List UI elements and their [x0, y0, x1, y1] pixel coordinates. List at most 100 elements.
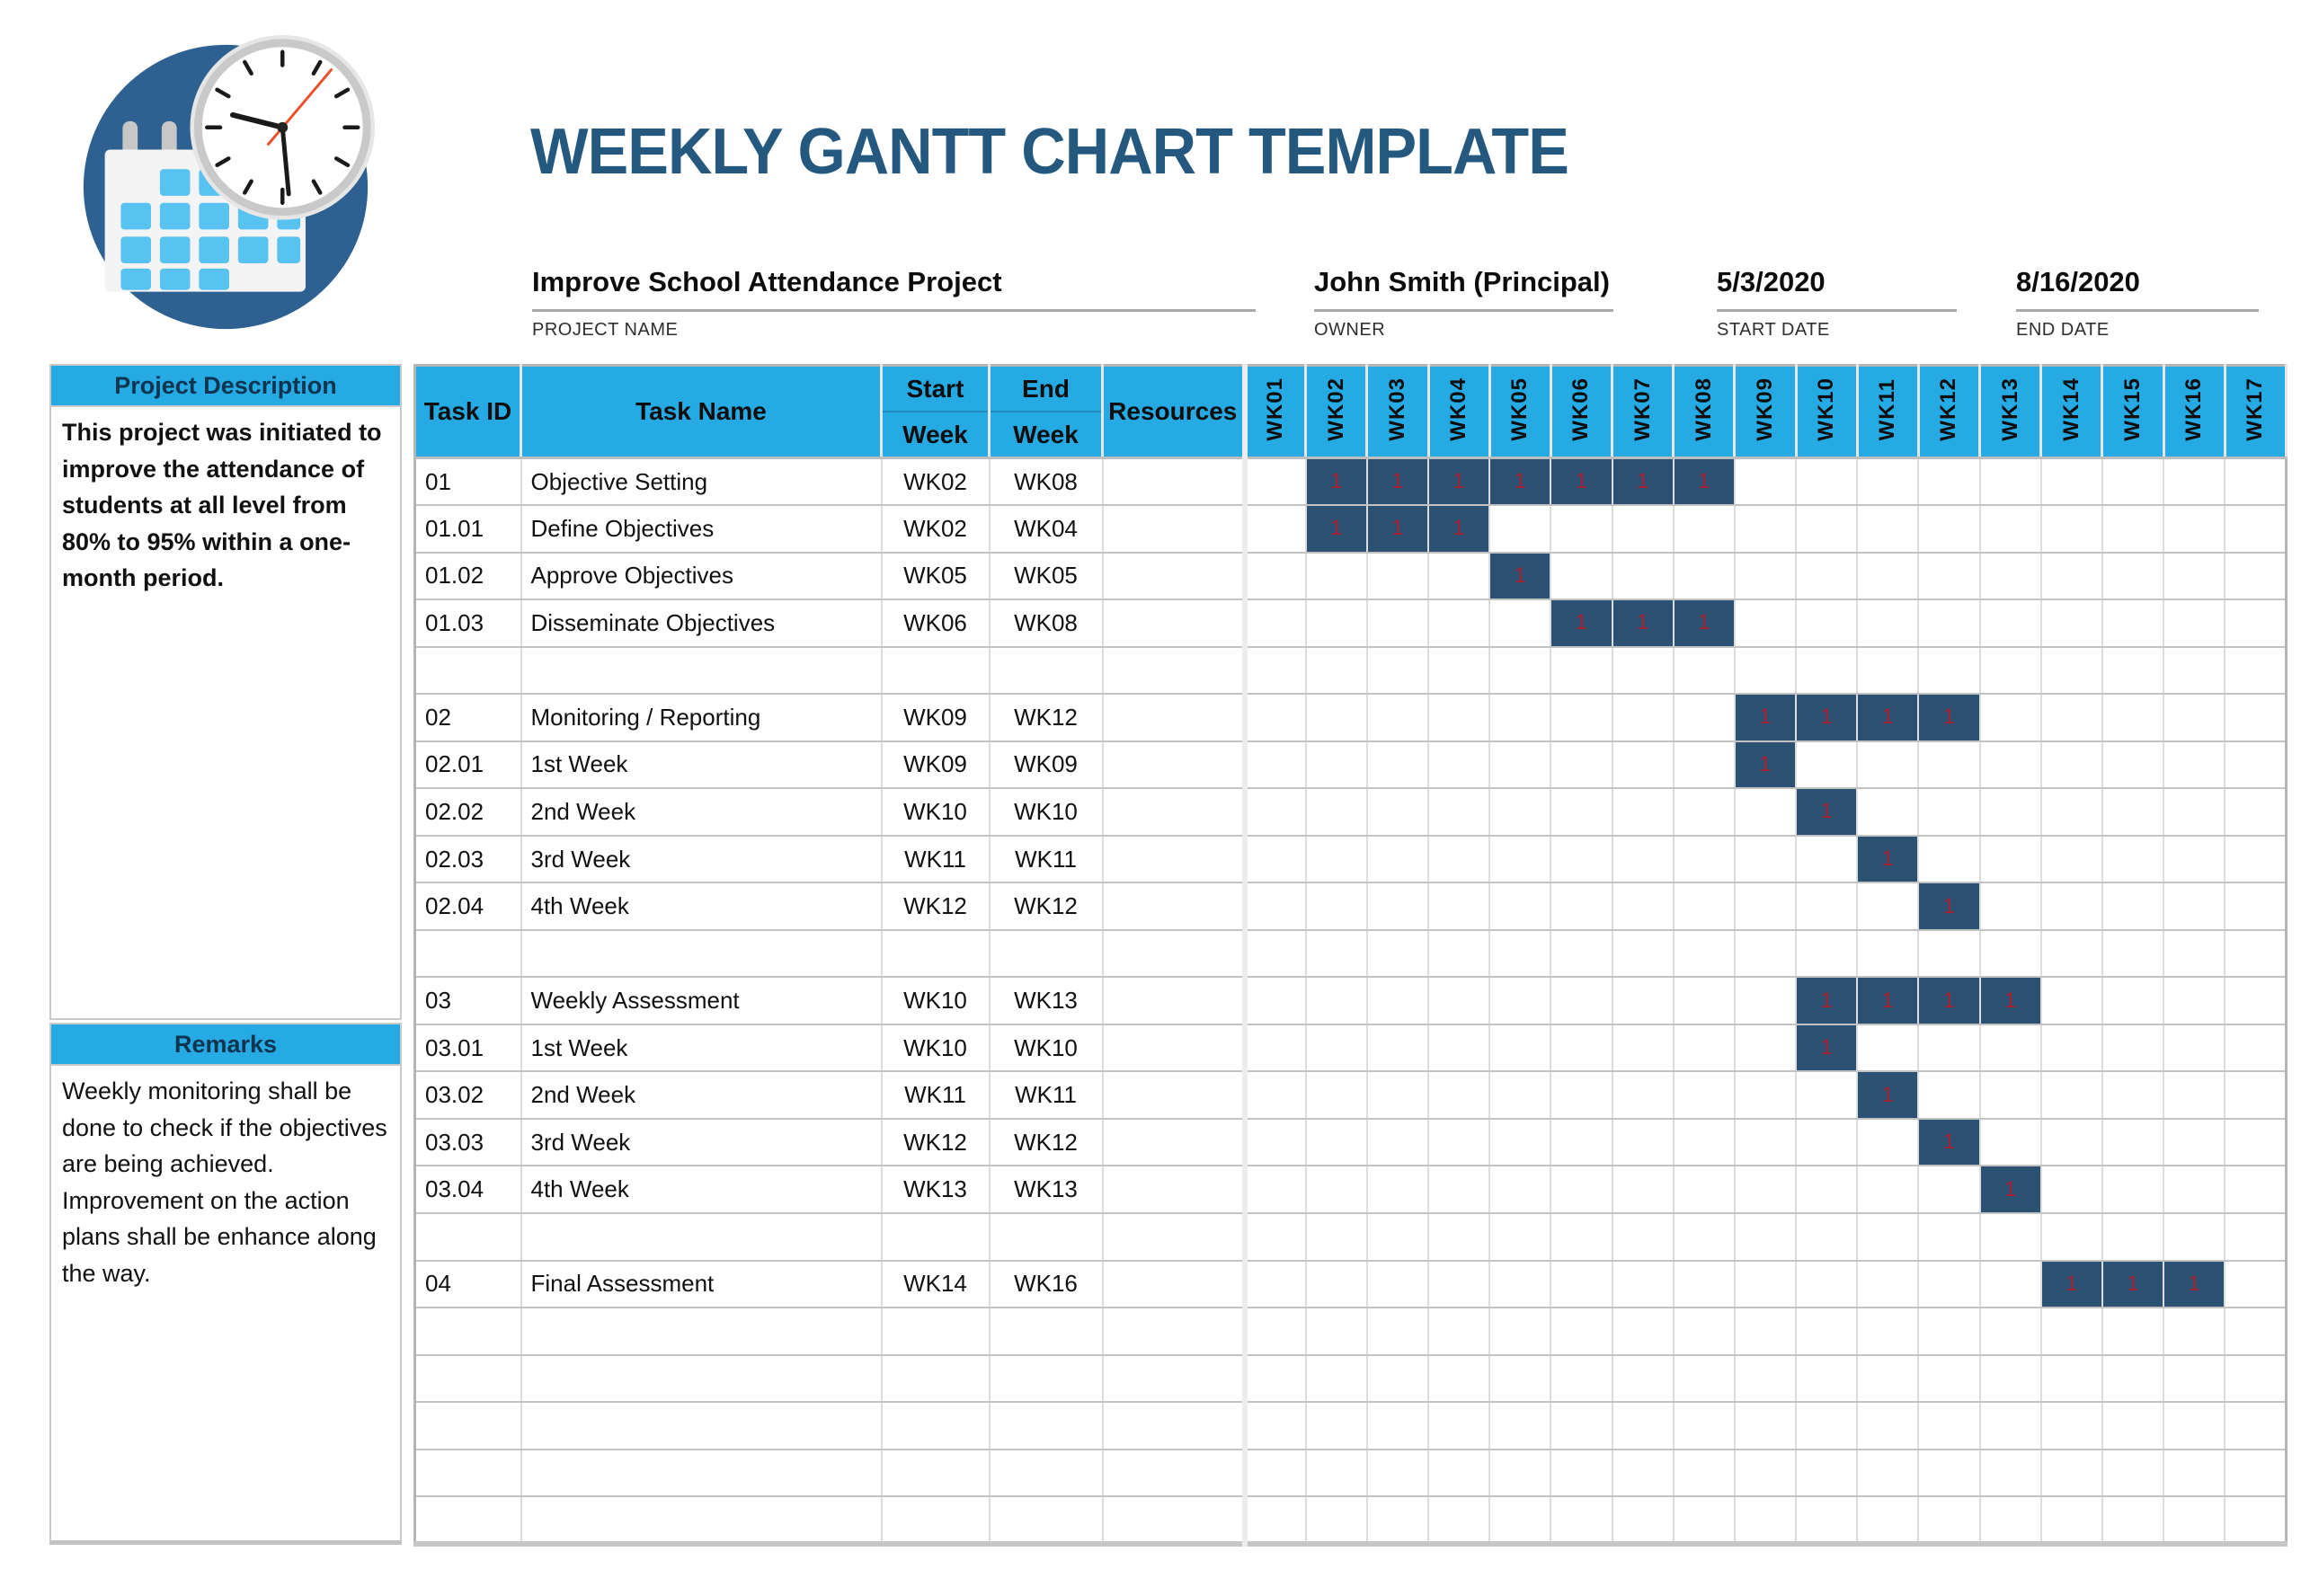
- week-cell: [2101, 1308, 2165, 1356]
- gantt-bar-cell: 1: [1306, 459, 1365, 504]
- resources-cell: [1102, 694, 1246, 742]
- gantt-bar-cell: 1: [1306, 506, 1365, 551]
- week-cell: [2163, 1166, 2226, 1214]
- week-header-wk05: WK05: [1489, 365, 1552, 459]
- week-cell: [2040, 1166, 2103, 1214]
- table-row: [414, 1449, 2288, 1498]
- week-header-wk02: WK02: [1305, 365, 1369, 459]
- week-cell: [1241, 1024, 1307, 1073]
- week-cell: [2225, 646, 2288, 696]
- week-cell: [2040, 552, 2103, 601]
- week-cell: [1673, 835, 1736, 884]
- week-cell: [2225, 1402, 2288, 1450]
- week-cell: [1612, 788, 1675, 837]
- week-cell: 1: [2163, 1260, 2226, 1309]
- week-cell: [1673, 552, 1736, 601]
- week-cell: [1550, 1354, 1613, 1404]
- week-header-label: WK05: [1507, 377, 1533, 441]
- week-cell: [1918, 1071, 1981, 1120]
- week-cell: [2101, 694, 2165, 742]
- owner-value: John Smith (Principal): [1314, 266, 1613, 312]
- week-cell: [2163, 740, 2226, 790]
- week-cell: [1612, 1354, 1675, 1404]
- resources-cell: [1102, 1071, 1246, 1120]
- end-week-cell: WK04: [989, 505, 1104, 554]
- start-date-value: 5/3/2020: [1717, 266, 1957, 312]
- week-cell: [2040, 1213, 2103, 1262]
- week-cell: 1: [1673, 457, 1736, 507]
- week-cell: [2040, 694, 2103, 742]
- week-cell: [1673, 646, 1736, 696]
- week-cell: [1241, 1308, 1307, 1356]
- week-cell: [1366, 1402, 1430, 1450]
- week-cell: [1857, 505, 1920, 554]
- start-week-cell: WK09: [881, 740, 991, 790]
- week-cell: [1734, 1166, 1798, 1214]
- week-cell: [1305, 882, 1368, 931]
- week-cell: [1550, 552, 1613, 601]
- week-cell: [2225, 1166, 2288, 1214]
- gantt-bar-cell: 1: [1551, 600, 1611, 645]
- task-id-cell: [414, 929, 522, 979]
- end-week-cell: [989, 1213, 1104, 1262]
- week-cell: 1: [1796, 788, 1859, 837]
- week-cell: 1: [1857, 977, 1920, 1025]
- week-cell: [2163, 1308, 2226, 1356]
- task-id-cell: 02.02: [414, 788, 522, 837]
- week-cell: [1918, 740, 1981, 790]
- end-week-cell: WK09: [989, 740, 1104, 790]
- week-cell: [2101, 1354, 2165, 1404]
- table-row: [414, 1213, 2288, 1262]
- week-cell: [1918, 552, 1981, 601]
- week-cell: 1: [1857, 1071, 1920, 1120]
- week-cell: [2163, 882, 2226, 931]
- week-cell: [1979, 1260, 2042, 1309]
- week-cell: [1673, 505, 1736, 554]
- week-cell: [1734, 788, 1798, 837]
- week-cell: 1: [2040, 1260, 2103, 1309]
- week-cell: [1979, 1071, 2042, 1120]
- week-cell: [1241, 646, 1307, 696]
- resources-header: Resources: [1102, 365, 1246, 459]
- end-week-cell: [989, 1402, 1104, 1450]
- week-cell: [1550, 646, 1613, 696]
- task-id-cell: [414, 1354, 522, 1404]
- week-cell: [1550, 1260, 1613, 1309]
- week-cell: 1: [1857, 694, 1920, 742]
- week-cell: [1428, 929, 1491, 979]
- week-cell: [2225, 505, 2288, 554]
- week-header-label: WK04: [1446, 377, 1471, 441]
- end-date-field: 8/16/2020 END DATE: [2016, 266, 2259, 341]
- week-header-label: WK03: [1384, 377, 1409, 441]
- start-week-header-top: Start: [883, 367, 987, 412]
- week-cell: 1: [1918, 977, 1981, 1025]
- week-cell: [1673, 1071, 1736, 1120]
- week-cell: [2225, 1449, 2288, 1498]
- week-cell: [1305, 1402, 1368, 1450]
- resources-cell: [1102, 646, 1246, 696]
- week-cell: [1241, 929, 1307, 979]
- week-cell: [1428, 694, 1491, 742]
- week-cell: [1857, 929, 1920, 979]
- week-cell: [1857, 552, 1920, 601]
- start-week-cell: WK02: [881, 505, 991, 554]
- week-cell: [1550, 882, 1613, 931]
- week-cell: 1: [1796, 1024, 1859, 1073]
- end-week-cell: WK08: [989, 457, 1104, 507]
- week-cell: [1918, 457, 1981, 507]
- week-cell: [1550, 929, 1613, 979]
- week-cell: [2040, 1118, 2103, 1167]
- week-cell: [1241, 1449, 1307, 1498]
- start-week-cell: [881, 1402, 991, 1450]
- week-cell: [2163, 977, 2226, 1025]
- week-cell: [1366, 977, 1430, 1025]
- task-name-cell: [520, 1213, 883, 1262]
- week-cell: [1366, 1260, 1430, 1309]
- task-name-cell: 3rd Week: [520, 1118, 883, 1167]
- week-cell: [2101, 835, 2165, 884]
- week-cell: [2040, 740, 2103, 790]
- week-cell: [2225, 835, 2288, 884]
- end-week-cell: [989, 929, 1104, 979]
- resources-cell: [1102, 1402, 1246, 1450]
- task-name-cell: [520, 1308, 883, 1356]
